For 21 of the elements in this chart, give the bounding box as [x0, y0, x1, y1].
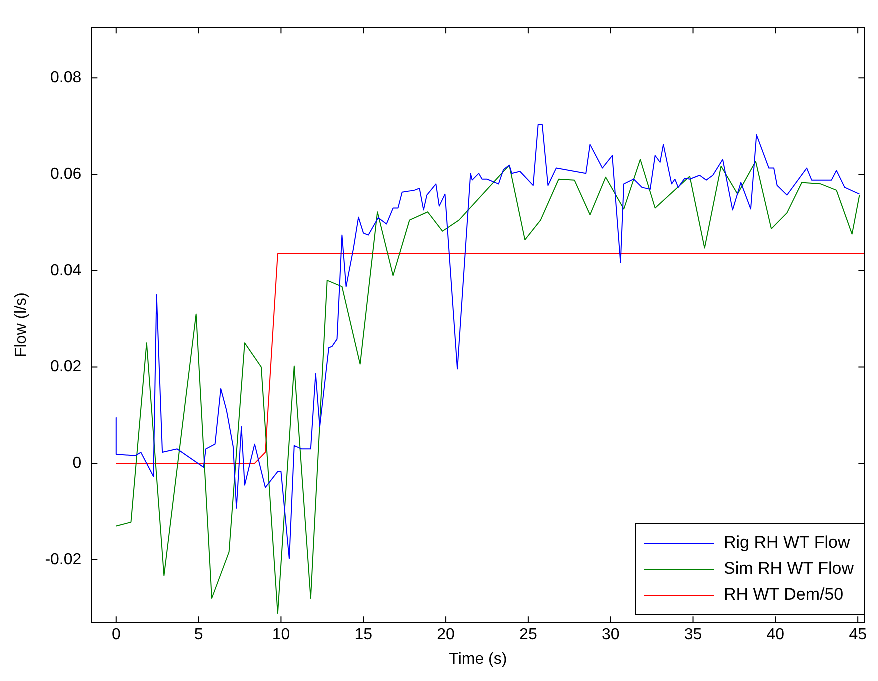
- y-tick-label: 0.06: [50, 166, 82, 183]
- x-tick-label: 30: [602, 626, 620, 644]
- legend-label: Sim RH WT Flow: [724, 558, 854, 580]
- x-tick-label: 40: [766, 626, 785, 644]
- y-tick-label: -0.02: [45, 551, 82, 568]
- x-tick-label: 20: [437, 626, 456, 644]
- x-tick-label: 25: [520, 626, 538, 644]
- legend-label: Rig RH WT Flow: [724, 532, 850, 554]
- y-tick-label: 0.08: [50, 70, 82, 87]
- legend-label: RH WT Dem/50: [724, 584, 844, 606]
- x-tick-label: 0: [112, 626, 121, 644]
- x-tick-label: 5: [194, 626, 204, 644]
- x-tick-label: 45: [849, 626, 868, 644]
- y-tick-label: 0.04: [50, 262, 82, 280]
- y-tick-label: 0: [72, 455, 82, 472]
- x-tick-label: 15: [354, 626, 373, 644]
- x-tick-label: 35: [684, 626, 702, 644]
- y-tick-label: 0.02: [50, 358, 82, 376]
- x-axis-title: Time (s): [449, 650, 508, 668]
- y-axis-title: Flow (l/s): [13, 292, 30, 358]
- x-tick-label: 10: [272, 626, 290, 644]
